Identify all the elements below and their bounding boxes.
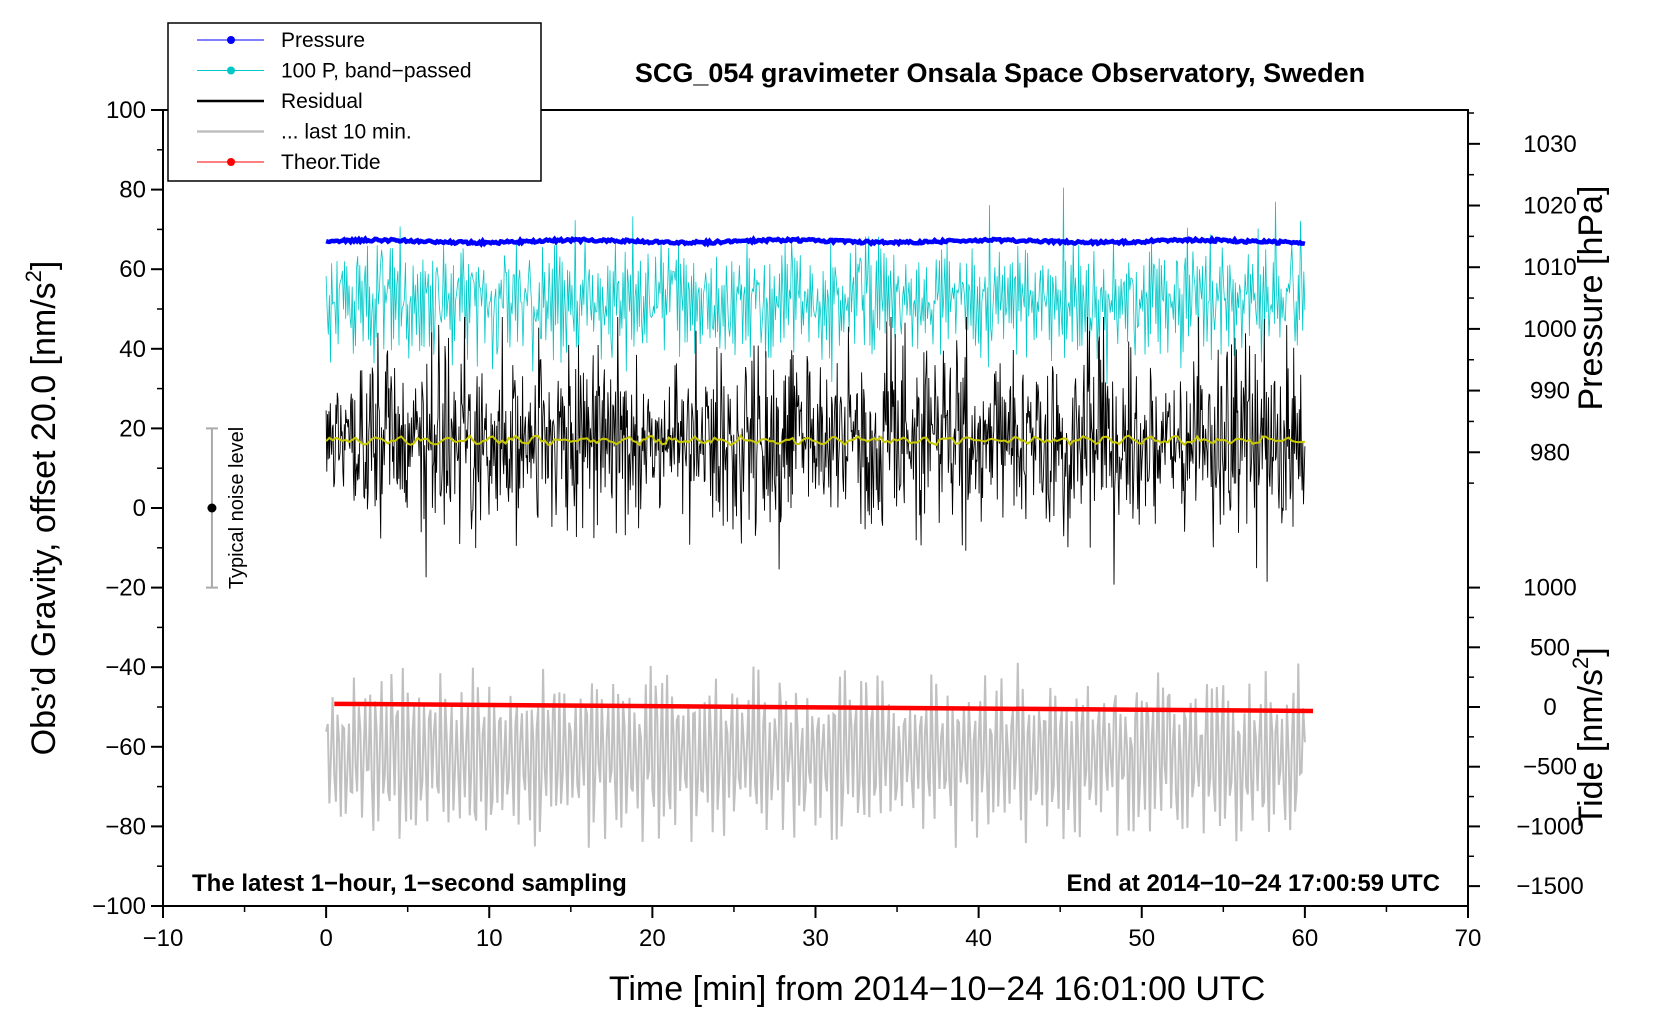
noise-bar-label: Typical noise level (226, 427, 248, 589)
pressure-tick-label: 1000 (1523, 316, 1576, 343)
x-tick-label: 50 (1128, 925, 1155, 952)
tide-tick-label: 1000 (1523, 575, 1576, 602)
pressure-tick-label: 1010 (1523, 254, 1576, 281)
x-tick-label: 30 (802, 925, 829, 952)
y-tick-label: 80 (119, 177, 146, 204)
y-axis-title-tide-text: Tide [nm/s (1572, 669, 1610, 826)
y-axis-title-tide: Tide [nm/s2] (1568, 647, 1610, 826)
tide-tick-label: −500 (1523, 754, 1577, 781)
pressure-tick-label: 980 (1530, 439, 1570, 466)
y-axis-title-left-sup: 2 (21, 270, 46, 282)
tide-tick-label: −1500 (1516, 873, 1583, 900)
y-tick-label: 60 (119, 256, 146, 283)
y-axis-title-left: Obs’d Gravity, offset 20.0 [nm/s2] (21, 261, 63, 756)
legend-label: Theor.Tide (281, 151, 381, 174)
y-axis-title-left-text: Obs’d Gravity, offset 20.0 [nm/s (25, 282, 63, 755)
y-axis-title-pressure: Pressure [hPa] (1572, 186, 1610, 411)
series-last10min-line (325, 662, 1306, 848)
chart-title: SCG_054 gravimeter Onsala Space Observat… (635, 58, 1365, 88)
y-tick-label: −20 (105, 575, 146, 602)
x-tick-label: 60 (1292, 925, 1319, 952)
x-axis-title: Time [min] from 2014−10−24 16:01:00 UTC (609, 970, 1265, 1008)
series-residual-line (325, 316, 1306, 585)
noise-bar-dot (207, 503, 217, 513)
series-bandpassed-line (325, 187, 1306, 384)
y-axis-title-left-end: ] (25, 261, 63, 270)
x-tick-label: 0 (319, 925, 332, 952)
legend-label: Residual (281, 90, 363, 113)
pressure-tick-label: 1020 (1523, 193, 1576, 220)
x-tick-label: −10 (143, 925, 184, 952)
y-tick-label: −80 (105, 813, 146, 840)
x-tick-label: 40 (965, 925, 992, 952)
y-tick-label: −100 (92, 893, 146, 920)
legend-marker (227, 158, 235, 166)
y-tick-label: −60 (105, 734, 146, 761)
legend-marker (227, 66, 235, 75)
pressure-tick-label: 990 (1530, 378, 1570, 405)
x-tick-label: 20 (639, 925, 666, 952)
series-layer (205, 187, 1314, 848)
legend: Pressure 100 P, band−passed Residual ... la… (167, 22, 542, 182)
y-tick-label: −40 (105, 654, 146, 681)
note-bottom-left: The latest 1−hour, 1−second sampling (192, 870, 627, 897)
tide-tick-label: −1000 (1516, 813, 1583, 840)
series-smoothed-residual-line (325, 434, 1305, 447)
series-pressure-line (325, 234, 1306, 248)
x-tick-label: 70 (1455, 925, 1482, 952)
y-tick-label: 0 (133, 495, 146, 522)
y-axis-title-tide-end: ] (1572, 647, 1610, 656)
legend-label: ... last 10 min. (281, 121, 412, 144)
legend-marker (227, 36, 235, 44)
axes-layer (151, 109, 1480, 918)
y-tick-label: 100 (106, 97, 146, 124)
x-tick-label: 10 (476, 925, 503, 952)
tide-tick-label: 500 (1530, 634, 1570, 661)
y-tick-label: 20 (119, 415, 146, 442)
note-bottom-right: End at 2014−10−24 17:00:59 UTC (1066, 870, 1440, 897)
legend-label: Pressure (281, 29, 365, 52)
pressure-tick-label: 1030 (1523, 131, 1576, 158)
y-tick-label: 40 (119, 336, 146, 363)
legend-label: 100 P, band−passed (281, 60, 472, 83)
y-axis-title-tide-sup: 2 (1568, 657, 1593, 669)
tide-tick-label: 0 (1543, 694, 1556, 721)
series-theor-tide-line (334, 701, 1314, 714)
